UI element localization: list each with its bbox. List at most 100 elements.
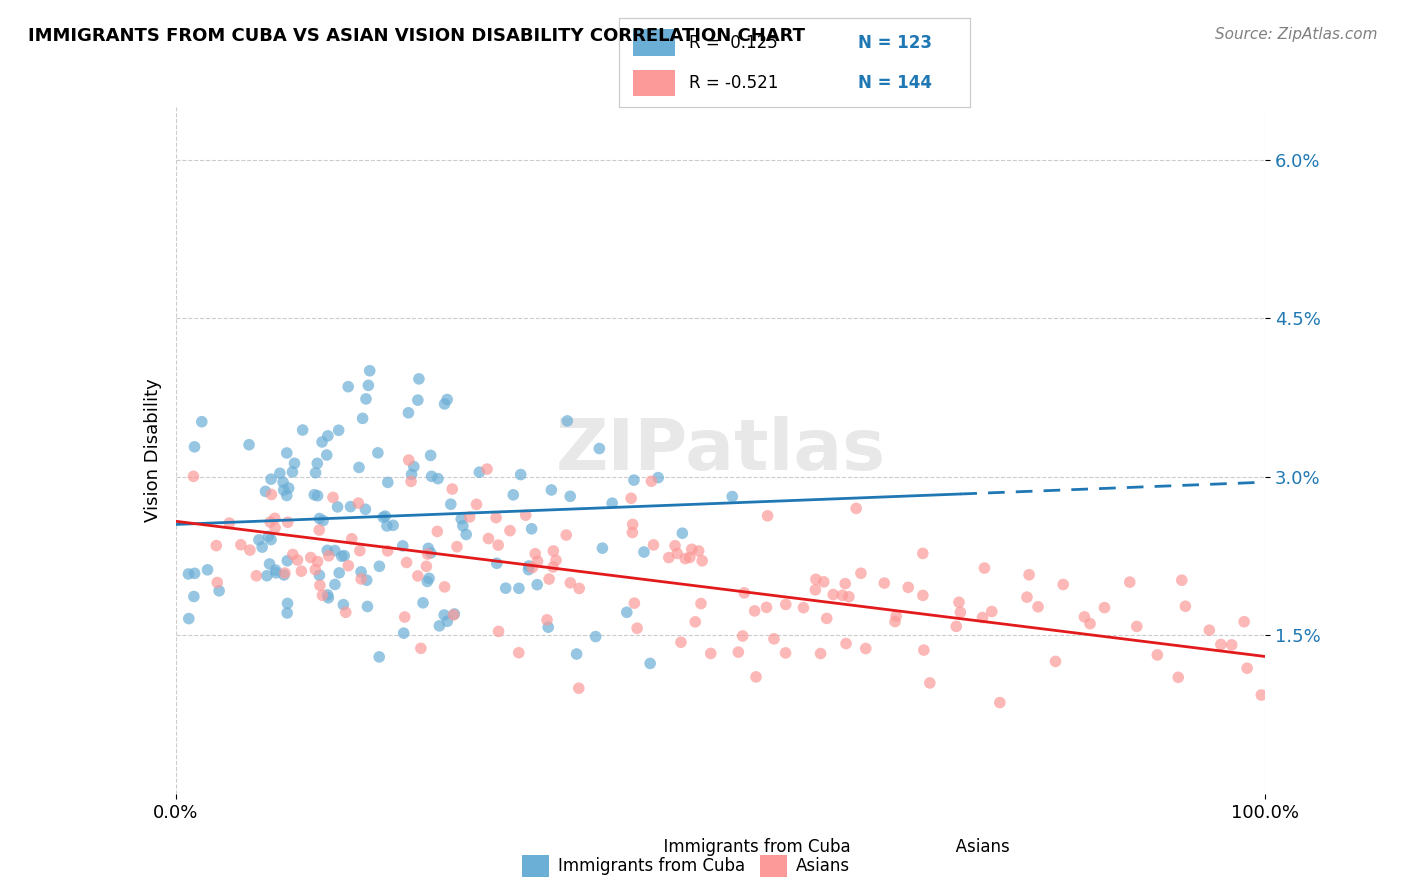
- Point: [318, 591, 340, 605]
- Point: [316, 588, 339, 602]
- Point: [277, 596, 299, 610]
- Point: [340, 532, 363, 546]
- Point: [183, 469, 205, 483]
- Point: [339, 500, 361, 514]
- Point: [443, 607, 465, 622]
- Point: [277, 515, 299, 529]
- Point: [406, 393, 429, 408]
- Point: [304, 488, 326, 502]
- Point: [433, 607, 456, 622]
- Point: [647, 470, 669, 484]
- Point: [620, 491, 643, 506]
- Point: [485, 510, 508, 524]
- Point: [307, 456, 329, 470]
- Point: [664, 539, 686, 553]
- Point: [1250, 688, 1272, 702]
- Point: [247, 533, 270, 547]
- Point: [621, 517, 644, 532]
- Point: [540, 483, 562, 497]
- Point: [263, 511, 285, 525]
- Point: [1045, 654, 1067, 668]
- Point: [426, 524, 449, 539]
- Point: [1209, 638, 1232, 652]
- Point: [1198, 623, 1220, 637]
- Point: [419, 449, 441, 463]
- Point: [804, 582, 827, 597]
- Point: [623, 473, 645, 487]
- Point: [948, 595, 970, 609]
- Point: [517, 559, 540, 574]
- Point: [415, 559, 437, 574]
- Point: [775, 598, 797, 612]
- Point: [912, 643, 935, 657]
- Point: [420, 469, 443, 483]
- Text: Source: ZipAtlas.com: Source: ZipAtlas.com: [1215, 27, 1378, 42]
- Point: [352, 411, 374, 425]
- Text: N = 144: N = 144: [858, 74, 932, 92]
- Point: [1167, 670, 1189, 684]
- Point: [568, 681, 591, 696]
- Point: [1220, 638, 1243, 652]
- Point: [555, 528, 578, 542]
- Point: [897, 580, 920, 594]
- Point: [834, 576, 856, 591]
- Point: [264, 566, 287, 580]
- Point: [679, 550, 702, 565]
- Point: [973, 561, 995, 575]
- Point: [884, 615, 907, 629]
- Point: [475, 462, 498, 476]
- Point: [477, 532, 499, 546]
- Point: [183, 440, 205, 454]
- Text: Immigrants from Cuba                    Asians: Immigrants from Cuba Asians: [506, 838, 1010, 856]
- Point: [495, 581, 517, 595]
- Point: [269, 467, 291, 481]
- Point: [623, 596, 645, 610]
- Point: [1073, 610, 1095, 624]
- Point: [311, 588, 333, 602]
- Point: [835, 636, 858, 650]
- Point: [307, 555, 329, 569]
- Point: [544, 553, 567, 567]
- Point: [177, 611, 200, 625]
- Point: [395, 556, 418, 570]
- Point: [308, 568, 330, 582]
- Point: [359, 364, 381, 378]
- Point: [299, 550, 322, 565]
- Point: [326, 500, 349, 514]
- Point: [260, 533, 283, 547]
- Point: [515, 508, 537, 523]
- Point: [238, 438, 260, 452]
- Point: [1236, 661, 1258, 675]
- Point: [502, 488, 524, 502]
- Point: [426, 472, 449, 486]
- Point: [756, 508, 779, 523]
- Point: [398, 406, 420, 420]
- Point: [565, 647, 588, 661]
- FancyBboxPatch shape: [633, 29, 675, 56]
- Point: [775, 646, 797, 660]
- Point: [330, 549, 353, 564]
- Point: [499, 524, 522, 538]
- Point: [350, 565, 373, 579]
- Point: [666, 546, 689, 560]
- Point: [468, 465, 491, 479]
- Point: [621, 525, 644, 540]
- Point: [239, 543, 262, 558]
- Point: [669, 635, 692, 649]
- FancyBboxPatch shape: [522, 855, 548, 877]
- Point: [377, 475, 399, 490]
- Point: [398, 453, 420, 467]
- Point: [347, 460, 370, 475]
- Point: [721, 490, 744, 504]
- Point: [311, 434, 333, 449]
- Point: [323, 543, 346, 558]
- Point: [638, 657, 661, 671]
- Point: [374, 509, 396, 524]
- Point: [416, 547, 439, 561]
- Point: [1078, 616, 1101, 631]
- Point: [640, 474, 662, 488]
- Point: [399, 475, 422, 489]
- Point: [308, 511, 330, 525]
- Point: [277, 481, 299, 495]
- Point: [980, 605, 1002, 619]
